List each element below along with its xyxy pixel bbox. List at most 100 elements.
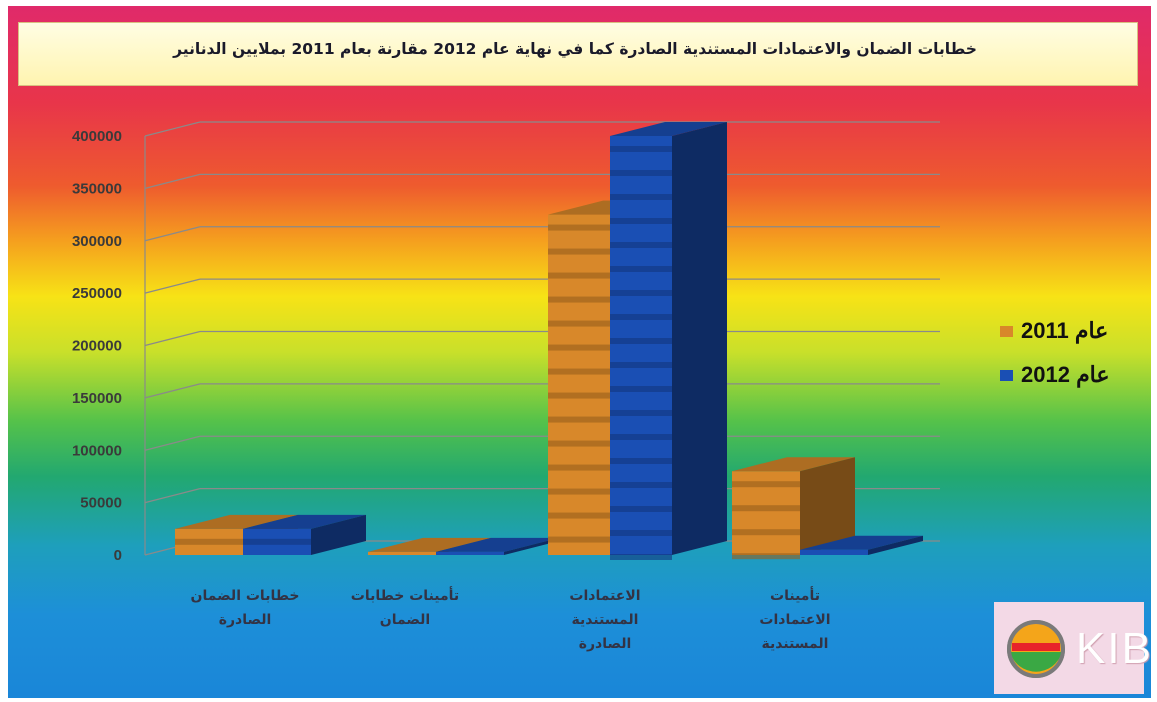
gridline-diagonal [144, 121, 201, 137]
bar-stripe [732, 481, 800, 488]
x-category-label: تأمينات خطابات [351, 586, 459, 604]
bar-stripe [610, 458, 672, 464]
bar-front [800, 549, 868, 555]
bar-side [672, 122, 727, 555]
legend-label-2012: عام 2012 [1021, 362, 1110, 387]
bar-3-0 [732, 457, 855, 560]
logo-text: KIB [1076, 624, 1153, 673]
bars [175, 122, 923, 560]
bar-stripe [548, 464, 610, 471]
x-category-label: الصادرة [579, 636, 632, 652]
legend-swatch-2012 [1000, 369, 1013, 381]
bar-stripe [610, 386, 672, 392]
x-axis-categories: خطابات الضمان الصادرة تأمينات خطابات الضمان… [191, 586, 831, 652]
bar-side [800, 457, 855, 555]
bar-top [732, 457, 855, 472]
bar-front [368, 551, 436, 555]
bar-top [800, 535, 923, 550]
legend-item-2012: عام 2012 [1000, 362, 1110, 388]
x-category-label: المستندية [572, 612, 639, 628]
y-axis-ticks: 400000 350000 300000 250000 200000 150000 1000… [72, 128, 122, 564]
bar-stripe [548, 344, 610, 351]
legend-item-2011: عام 2011 [1000, 318, 1108, 344]
bar-stripe [732, 529, 800, 536]
legend-swatch-2011 [1000, 325, 1013, 337]
gridline-diagonal [144, 173, 201, 189]
bar-stripe [610, 170, 672, 176]
y-tick-label: 300000 [72, 233, 122, 250]
bar-1-1 [436, 537, 559, 555]
y-tick-label: 200000 [72, 338, 122, 355]
legend-label-2011: عام 2011 [1021, 318, 1109, 343]
title-banner [18, 22, 1138, 86]
bar-side [311, 514, 366, 555]
bar-side [868, 535, 923, 555]
bar-2-1 [610, 122, 727, 560]
bar-stripe [732, 505, 800, 512]
y-tick-label: 150000 [72, 390, 122, 407]
bar-stripe [548, 392, 610, 399]
bar-stripe [243, 538, 311, 545]
bar-stripe [610, 194, 672, 200]
x-category-label: تأمينات [770, 586, 820, 604]
x-category-label: خطابات الضمان [191, 588, 300, 604]
bar-0-1 [243, 514, 366, 555]
bar-stripe [610, 506, 672, 512]
bar-front [436, 551, 504, 555]
bar-stripe [548, 272, 610, 279]
bar-stripe [610, 554, 672, 560]
y-tick-label: 0 [114, 547, 122, 564]
x-category-label: الاعتمادات [759, 612, 830, 628]
bar-stripe [610, 146, 672, 152]
bar-top [436, 537, 559, 552]
gridline-diagonal [144, 488, 201, 504]
x-category-label: الصادرة [219, 612, 272, 628]
y-tick-label: 250000 [72, 285, 122, 302]
bar-stripe [610, 362, 672, 368]
bar-stripe [610, 242, 672, 248]
bar-front [548, 214, 610, 555]
y-tick-label: 50000 [80, 495, 122, 512]
y-tick-label: 350000 [72, 180, 122, 197]
bar-stripe [548, 320, 610, 327]
bar-stripe [610, 218, 672, 224]
bar-top [610, 122, 727, 136]
bar-stripe [610, 482, 672, 488]
bar-stripe [610, 530, 672, 536]
bar-stripe [548, 224, 610, 231]
bar-stripe [548, 368, 610, 375]
bar-stripe [548, 488, 610, 495]
bar-stripe [610, 290, 672, 296]
gridline-diagonal [144, 226, 201, 242]
bar-stripe [548, 416, 610, 423]
x-category-label: المستندية [762, 636, 829, 652]
gridline-diagonal [144, 435, 201, 451]
bar-stripe [548, 512, 610, 519]
gridline-diagonal [144, 330, 201, 347]
bar-stripe [732, 553, 800, 560]
bar-3-1 [800, 535, 923, 555]
bar-top [368, 537, 491, 552]
bar-top [243, 514, 366, 529]
bar-stripe [548, 248, 610, 255]
y-tick-label: 400000 [72, 128, 122, 145]
chart-title: خطابات الضمان والاعتمادات المستندية الصا… [173, 40, 977, 58]
bar-stripe [548, 440, 610, 447]
bar-stripe [610, 410, 672, 416]
bar-stripe [610, 314, 672, 320]
bar-stripe [548, 536, 610, 543]
bar-stripe [548, 296, 610, 303]
kib-logo: KIB [994, 602, 1151, 694]
bar-stripe [175, 538, 243, 545]
x-category-label: الاعتمادات [569, 588, 640, 604]
bar-side [504, 537, 559, 555]
bar-top [175, 514, 298, 529]
bar-stripe [610, 434, 672, 440]
gridline-diagonal [144, 278, 201, 294]
bar-stripe [610, 266, 672, 272]
bar-stripe [610, 338, 672, 344]
gridline-diagonal [144, 383, 201, 399]
kib-logo-icon [1007, 620, 1065, 678]
x-category-label: الضمان [380, 612, 430, 628]
